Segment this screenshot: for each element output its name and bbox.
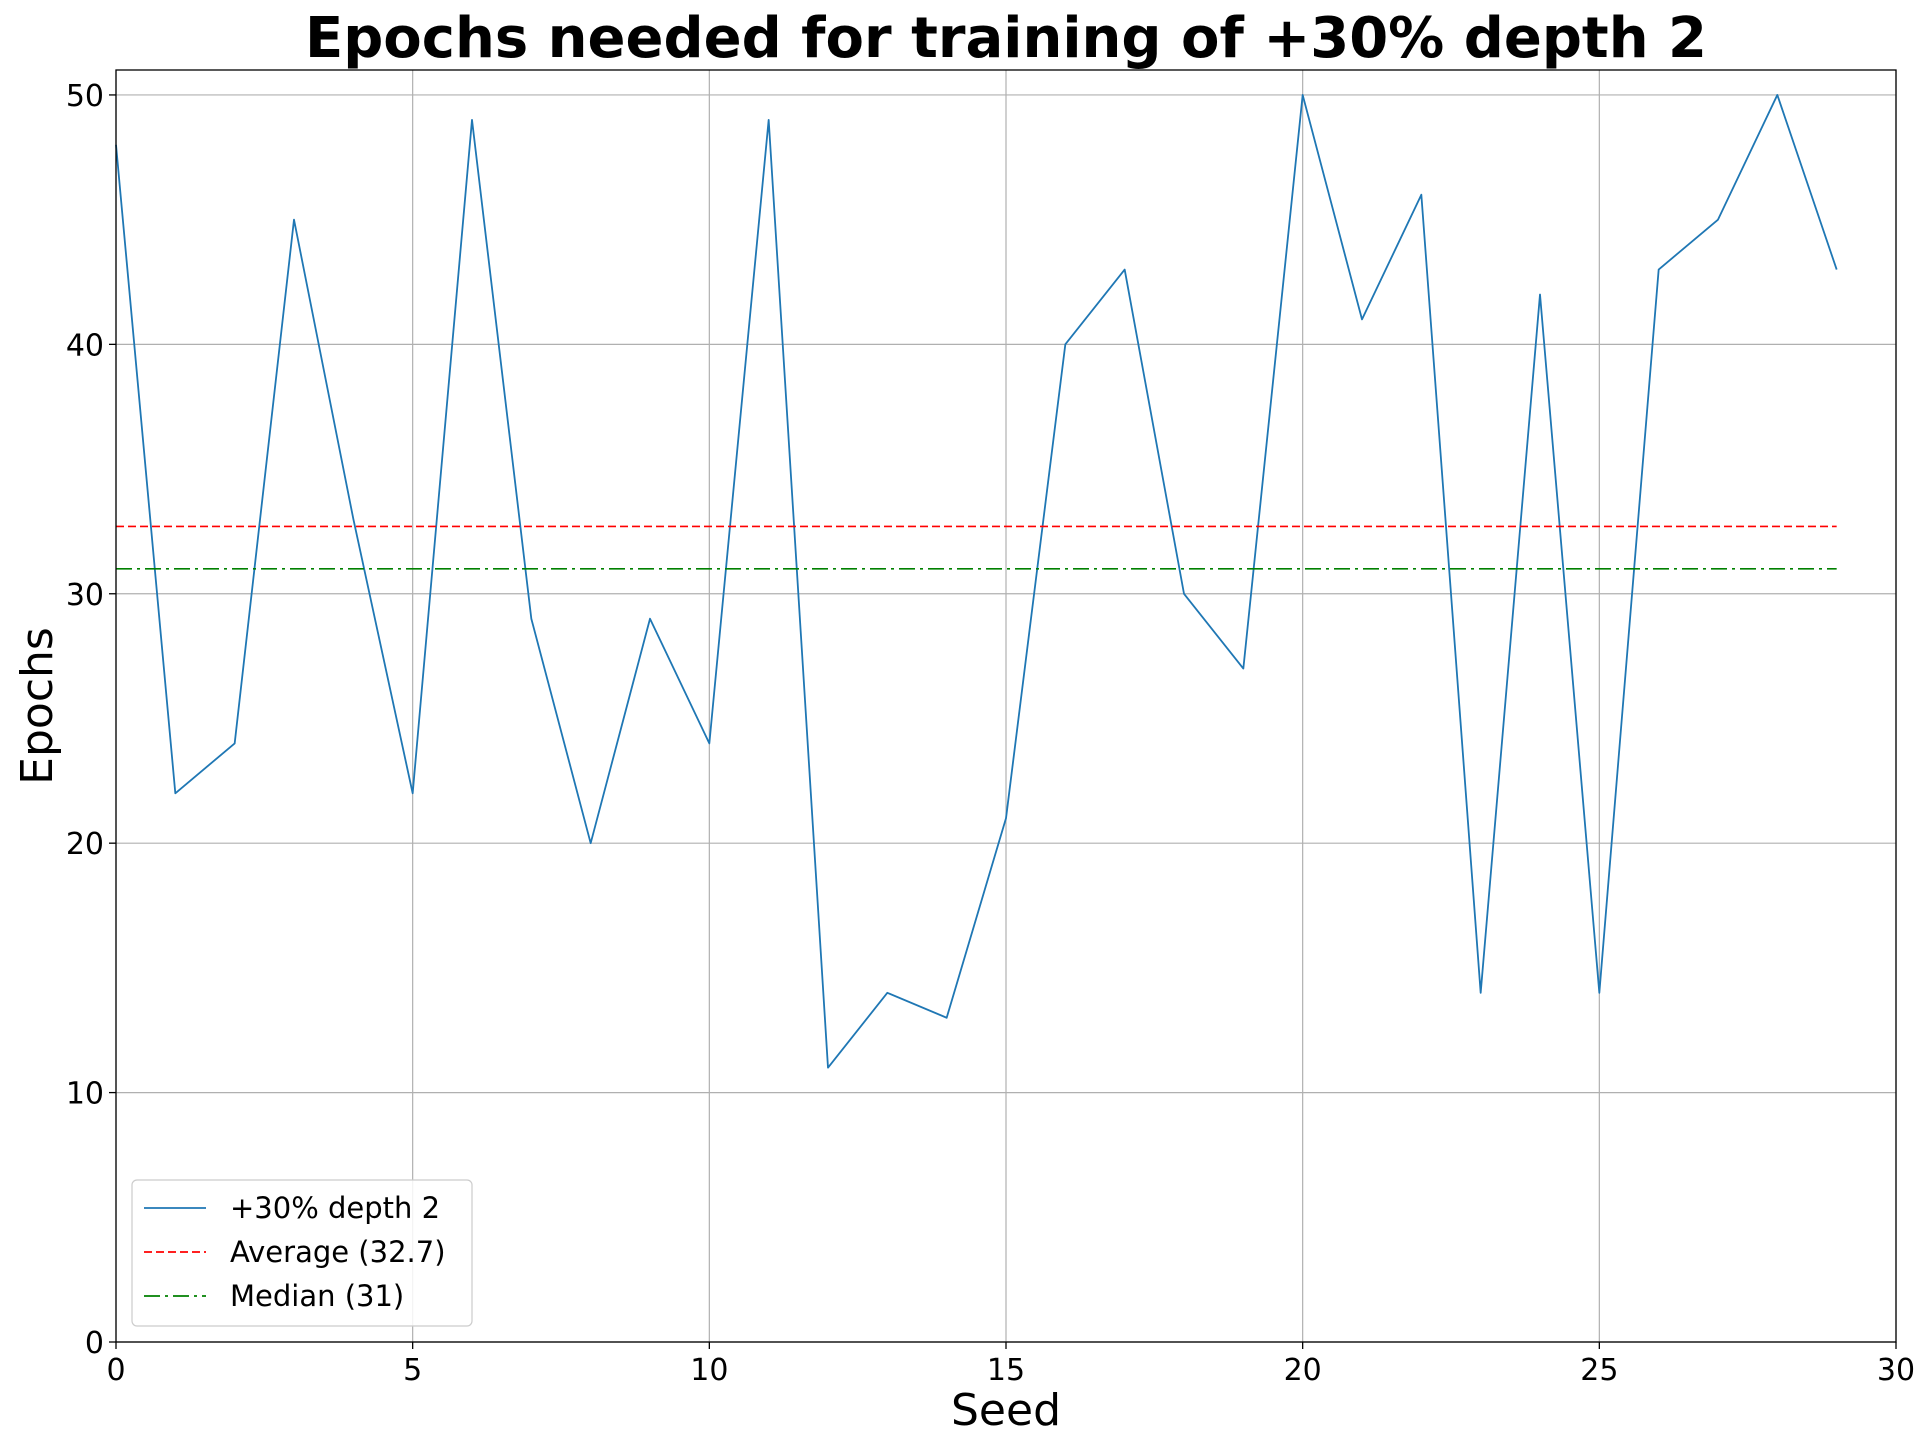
x-axis-label: Seed [951, 1385, 1061, 1436]
y-tick-label: 0 [85, 1326, 104, 1361]
y-tick-label: 10 [66, 1077, 104, 1112]
axis-ticks: 0 5 10 15 20 25 30 0 10 20 30 40 50 [66, 79, 1915, 1388]
legend: +30% depth 2 Average (32.7) Median (31) [131, 1179, 473, 1327]
x-tick-label: 10 [690, 1353, 728, 1388]
y-tick-label: 20 [66, 827, 104, 862]
chart-title: Epochs needed for training of +30% depth… [305, 6, 1707, 71]
legend-label: +30% depth 2 [230, 1191, 440, 1225]
series-layer [115, 94, 1838, 1069]
x-tick-label: 15 [987, 1353, 1025, 1388]
legend-label: Average (32.7) [230, 1235, 446, 1269]
series-line-0 [115, 94, 1838, 1069]
x-tick-label: 20 [1284, 1353, 1322, 1388]
legend-box [131, 1179, 473, 1327]
y-axis-label: Epochs [12, 627, 63, 785]
y-tick-label: 50 [66, 79, 104, 114]
x-tick-label: 0 [106, 1353, 125, 1388]
legend-label: Median (31) [230, 1279, 404, 1313]
y-tick-label: 40 [66, 328, 104, 363]
y-tick-label: 30 [66, 578, 104, 613]
x-tick-label: 30 [1877, 1353, 1915, 1388]
grid [115, 70, 1897, 1343]
x-tick-label: 5 [403, 1353, 422, 1388]
x-tick-label: 25 [1580, 1353, 1618, 1388]
